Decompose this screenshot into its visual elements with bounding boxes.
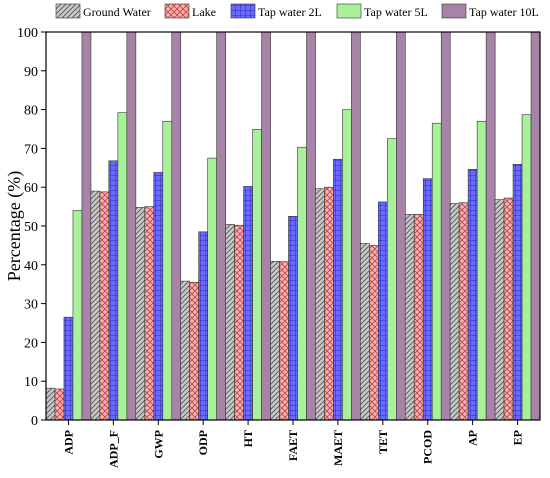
bar-ep-tap-water-5l: [522, 115, 531, 420]
bar-ep-tap-water-10l: [531, 32, 540, 420]
bar-odp-lake: [190, 282, 199, 420]
bar-ap-tap-water-2l: [468, 169, 477, 420]
bar-maet-tap-water-2l: [333, 159, 342, 420]
bar-maet-ground-water: [315, 189, 324, 420]
bar-ep-lake: [504, 198, 513, 420]
bar-faet-ground-water: [271, 261, 280, 420]
y-tick-label: 0: [31, 414, 38, 429]
bar-maet-tap-water-10l: [351, 32, 360, 420]
x-tick-label: PCOD: [421, 430, 435, 464]
bar-odp-tap-water-2l: [199, 232, 208, 420]
legend-swatch: [442, 4, 466, 18]
bar-ep-tap-water-2l: [513, 164, 522, 420]
bar-ht-tap-water-2l: [244, 186, 253, 420]
x-tick-label: MAET: [331, 430, 345, 466]
bar-maet-tap-water-5l: [342, 110, 351, 420]
bars-layer: [46, 32, 540, 420]
x-tick-label: HT: [241, 430, 255, 447]
bar-adp-tap-water-5l: [73, 210, 82, 420]
bar-ht-ground-water: [226, 224, 235, 420]
bar-faet-tap-water-5l: [298, 147, 307, 420]
bar-ap-tap-water-10l: [486, 32, 495, 420]
bar-gwp-tap-water-5l: [163, 121, 172, 420]
x-tick-label: FAET: [286, 430, 300, 461]
legend-label: Ground Water: [83, 5, 151, 19]
x-tick-label: TET: [376, 430, 390, 454]
bar-ep-ground-water: [495, 200, 504, 420]
bar-ap-tap-water-5l: [477, 121, 486, 420]
bar-ht-tap-water-10l: [262, 32, 271, 420]
bar-ap-lake: [459, 203, 468, 420]
y-tick-label: 100: [17, 26, 38, 41]
bar-odp-tap-water-10l: [217, 32, 226, 420]
bar-pcod-tap-water-5l: [432, 123, 441, 420]
bar-adp-f-tap-water-5l: [118, 113, 127, 420]
bar-faet-tap-water-2l: [289, 216, 298, 420]
x-tick-label: GWP: [151, 430, 165, 459]
y-tick-label: 50: [24, 220, 38, 235]
bar-odp-tap-water-5l: [208, 158, 217, 420]
bar-adp-f-tap-water-2l: [109, 161, 118, 420]
bar-adp-ground-water: [46, 388, 55, 420]
y-axis-title: Percentage (%): [4, 171, 25, 281]
legend: Ground Water Lake Tap water 2L Tap water 5L…: [56, 4, 539, 19]
bar-maet-lake: [324, 187, 333, 420]
y-tick-label: 30: [24, 298, 38, 313]
y-tick-label: 20: [24, 336, 38, 351]
bar-pcod-ground-water: [405, 214, 414, 420]
bar-tet-tap-water-5l: [387, 139, 396, 420]
legend-label: Tap water 2L: [258, 5, 322, 19]
bar-adp-f-tap-water-10l: [127, 32, 136, 420]
legend-label: Lake: [192, 5, 216, 19]
y-tick-label: 40: [24, 259, 38, 274]
bar-tet-tap-water-10l: [396, 32, 405, 420]
legend-swatch: [165, 4, 189, 18]
legend-label: Tap water 5L: [364, 5, 428, 19]
x-tick-label: ADP_F: [106, 430, 120, 468]
bar-adp-f-ground-water: [91, 191, 100, 420]
bar-tet-ground-water: [360, 243, 369, 420]
y-tick-label: 80: [24, 104, 38, 119]
legend-label: Tap water 10L: [469, 5, 539, 19]
bar-ap-ground-water: [450, 203, 459, 420]
y-tick-label: 10: [24, 375, 38, 390]
y-tick-label: 90: [24, 65, 38, 80]
bar-adp-f-lake: [100, 192, 109, 420]
bar-gwp-tap-water-10l: [172, 32, 181, 420]
bar-tet-lake: [369, 245, 378, 420]
bar-ht-lake: [235, 225, 244, 420]
bar-gwp-ground-water: [136, 207, 145, 420]
bar-tet-tap-water-2l: [378, 202, 387, 420]
bar-odp-ground-water: [181, 281, 190, 420]
legend-swatch: [56, 4, 80, 18]
bar-adp-lake: [55, 389, 64, 420]
bar-pcod-tap-water-10l: [441, 32, 450, 420]
bar-pcod-lake: [414, 214, 423, 420]
bar-gwp-tap-water-2l: [154, 172, 163, 420]
bar-ht-tap-water-5l: [253, 129, 262, 420]
y-tick-label: 70: [24, 142, 38, 157]
x-tick-label: AP: [466, 430, 480, 446]
legend-swatch: [337, 4, 361, 18]
y-tick-label: 60: [24, 181, 38, 196]
bar-faet-lake: [280, 262, 289, 420]
bar-pcod-tap-water-2l: [423, 179, 432, 420]
bar-gwp-lake: [145, 207, 154, 420]
x-tick-label: ADP: [61, 430, 75, 455]
x-tick-label: ODP: [196, 430, 210, 455]
bar-adp-tap-water-2l: [64, 317, 73, 420]
legend-swatch: [231, 4, 255, 18]
bar-faet-tap-water-10l: [307, 32, 316, 420]
bar-adp-tap-water-10l: [82, 32, 91, 420]
x-tick-label: EP: [511, 430, 525, 445]
